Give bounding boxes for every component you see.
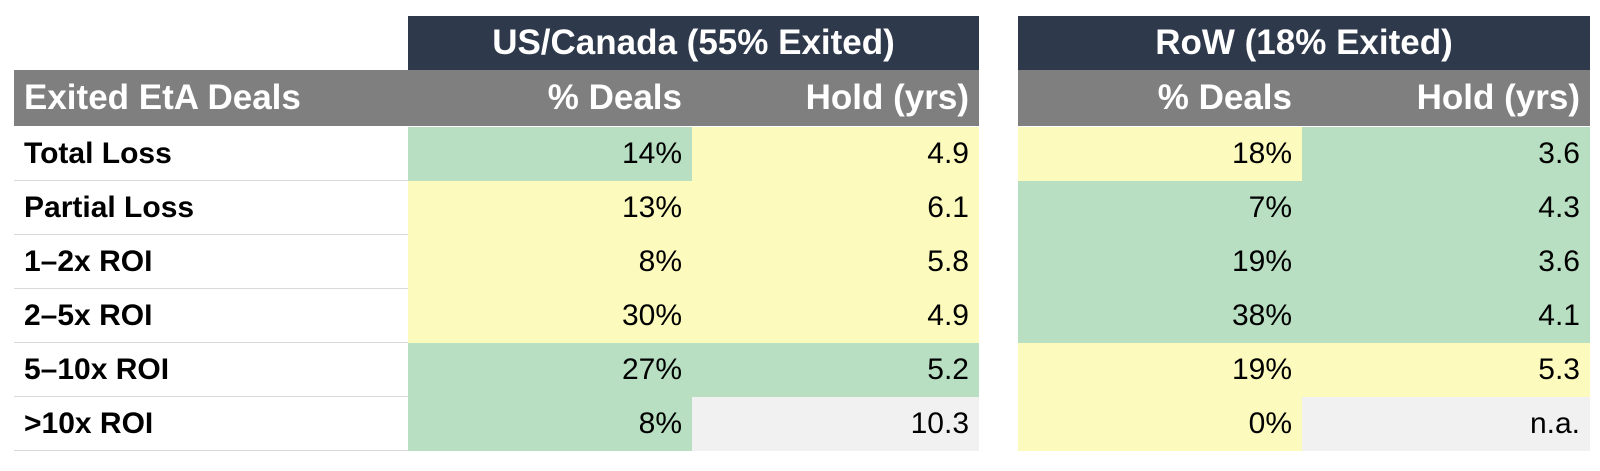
cell-row-deals: 38% (1018, 289, 1302, 343)
cell-us-deals: 8% (408, 235, 692, 289)
cell-us-deals: 8% (408, 397, 692, 451)
row-label-partial-loss: Partial Loss (14, 181, 408, 235)
col-header-us-deals: % Deals (547, 78, 682, 117)
cell-us-hold: 5.2 (692, 343, 979, 397)
cell-us-hold: 5.8 (692, 235, 979, 289)
cell-row-hold: n.a. (1302, 397, 1590, 451)
header-band-left (14, 70, 979, 126)
row-label-2-5x-roi: 2–5x ROI (14, 289, 408, 343)
header-band-right (1018, 70, 1590, 126)
col-header-us-hold: Hold (yrs) (805, 78, 969, 117)
cell-row-deals: 19% (1018, 343, 1302, 397)
row-label-1-2x-roi: 1–2x ROI (14, 235, 408, 289)
cell-row-hold: 4.1 (1302, 289, 1590, 343)
row-label-10x-plus-roi: >10x ROI (14, 397, 408, 451)
row-label-total-loss: Total Loss (14, 127, 408, 181)
cell-us-deals: 27% (408, 343, 692, 397)
cell-row-hold: 4.3 (1302, 181, 1590, 235)
cell-us-hold: 6.1 (692, 181, 979, 235)
group-title-us-canada: US/Canada (55% Exited) (408, 16, 979, 70)
row-header: Exited EtA Deals (24, 78, 301, 117)
cell-row-hold: 5.3 (1302, 343, 1590, 397)
cell-us-deals: 30% (408, 289, 692, 343)
cell-row-deals: 19% (1018, 235, 1302, 289)
col-header-row-hold: Hold (yrs) (1416, 78, 1580, 117)
cell-row-hold: 3.6 (1302, 235, 1590, 289)
cell-us-hold: 10.3 (692, 397, 979, 451)
col-header-row-deals: % Deals (1157, 78, 1292, 117)
cell-row-deals: 0% (1018, 397, 1302, 451)
cell-row-hold: 3.6 (1302, 127, 1590, 181)
cell-row-deals: 7% (1018, 181, 1302, 235)
row-label-5-10x-roi: 5–10x ROI (14, 343, 408, 397)
cell-us-deals: 13% (408, 181, 692, 235)
group-title-row: RoW (18% Exited) (1018, 16, 1590, 70)
cell-us-hold: 4.9 (692, 289, 979, 343)
cell-row-deals: 18% (1018, 127, 1302, 181)
cell-us-hold: 4.9 (692, 127, 979, 181)
cell-us-deals: 14% (408, 127, 692, 181)
